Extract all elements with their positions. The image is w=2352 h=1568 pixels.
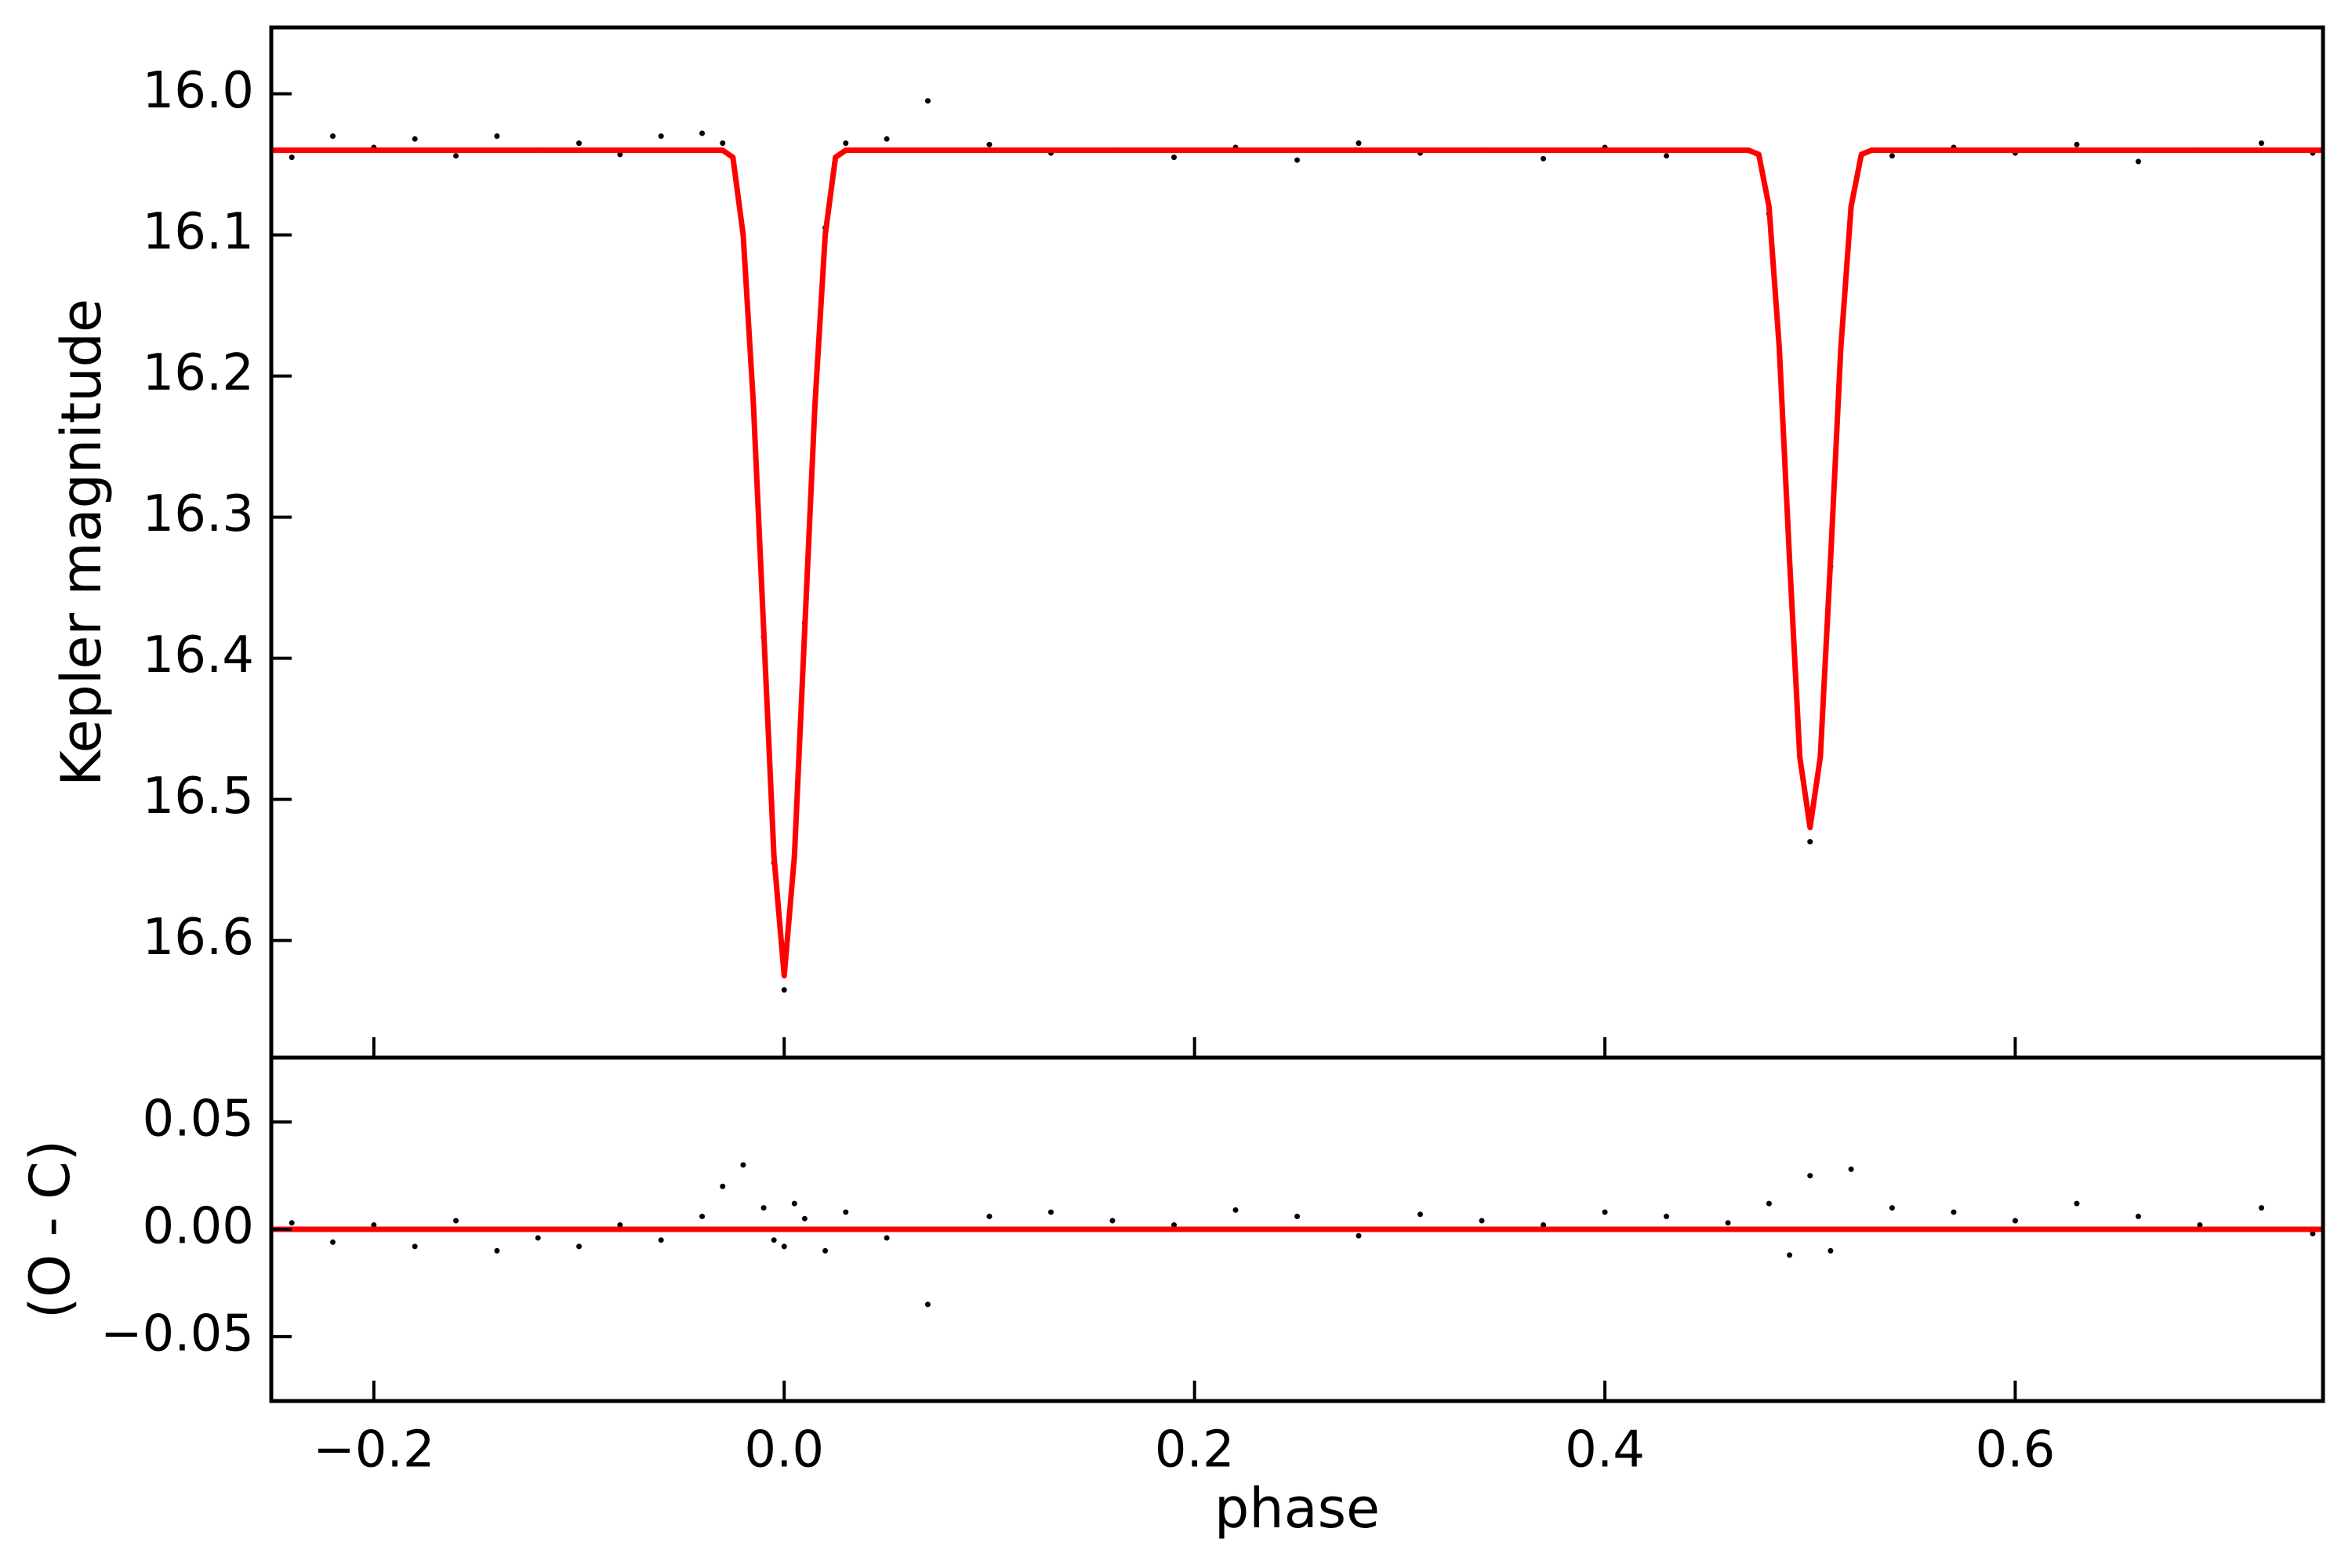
data-point	[2197, 1222, 2203, 1229]
data-point	[884, 136, 890, 142]
data-point	[1541, 155, 1547, 162]
data-point	[801, 1215, 808, 1221]
y-tick-label: 0.00	[143, 1198, 255, 1256]
data-point	[1602, 1209, 1608, 1215]
data-point	[1889, 153, 1895, 159]
data-point	[289, 154, 295, 161]
y-tick-label: 16.1	[143, 203, 255, 261]
data-point	[576, 140, 583, 147]
data-point	[1109, 1218, 1116, 1224]
x-tick-label: 0.6	[1976, 1421, 2056, 1479]
data-point	[617, 1222, 623, 1229]
data-point	[760, 1205, 767, 1211]
data-point	[781, 1243, 787, 1250]
data-point	[1766, 1200, 1772, 1207]
model-curve	[271, 147, 2323, 979]
data-point	[1951, 1209, 1957, 1215]
data-point	[1417, 1211, 1424, 1218]
data-point	[822, 1247, 829, 1254]
data-point	[453, 1218, 459, 1224]
y-tick-label: 16.0	[143, 62, 255, 120]
data-point	[2310, 1230, 2316, 1236]
data-point	[494, 133, 500, 140]
data-point	[494, 1247, 500, 1254]
y-axis-label: (O - C)	[18, 1140, 82, 1319]
data-point	[453, 153, 459, 159]
data-point	[1541, 1222, 1547, 1229]
y-axis-label: Kepler magnitude	[49, 299, 114, 786]
data-point	[1356, 140, 1362, 147]
data-point	[1294, 157, 1300, 163]
y-tick-label: 16.2	[143, 344, 255, 402]
data-point	[791, 1200, 797, 1207]
axes-frame	[269, 25, 2325, 1060]
data-point	[1828, 1247, 1834, 1254]
data-point	[843, 140, 849, 147]
data-point	[412, 136, 418, 142]
data-point	[1294, 1214, 1300, 1220]
data-point	[2258, 140, 2264, 147]
data-point	[330, 133, 336, 140]
data-point	[720, 1183, 726, 1189]
data-point	[617, 151, 623, 158]
data-point	[2012, 1218, 2018, 1224]
data-point	[330, 1239, 336, 1245]
x-tick-label: 0.0	[744, 1421, 824, 1479]
data-point	[1479, 1218, 1485, 1224]
y-tick-label: 16.4	[143, 626, 255, 684]
data-point	[884, 1235, 890, 1241]
data-point	[924, 98, 931, 104]
data-point	[371, 1222, 377, 1229]
data-point	[576, 1243, 583, 1250]
x-tick-label: −0.2	[313, 1421, 434, 1479]
y-tick-label: 16.6	[143, 909, 255, 967]
y-tick-label: 16.3	[143, 485, 255, 543]
data-point	[781, 987, 787, 993]
data-point	[986, 1214, 993, 1220]
data-point	[535, 1235, 541, 1241]
data-point	[720, 140, 726, 147]
x-tick-label: 0.2	[1155, 1421, 1235, 1479]
y-tick-label: −0.05	[100, 1305, 254, 1363]
data-point	[1664, 153, 1670, 159]
data-point	[1848, 1166, 1854, 1172]
data-point	[658, 133, 664, 140]
data-point	[1356, 1232, 1362, 1239]
data-point	[1807, 839, 1813, 845]
data-point	[658, 1237, 664, 1243]
data-point	[771, 1237, 777, 1243]
data-point	[843, 1209, 849, 1215]
x-axis-label: phase	[1214, 1476, 1380, 1541]
data-point	[2135, 158, 2141, 165]
data-point	[986, 141, 993, 147]
data-point	[2074, 141, 2080, 147]
data-point	[699, 130, 706, 136]
data-point	[1664, 1214, 1670, 1220]
y-tick-label: 16.5	[143, 768, 255, 826]
data-point	[1171, 154, 1177, 161]
data-point	[2074, 1200, 2080, 1207]
data-point	[699, 1214, 706, 1220]
data-point	[1171, 1222, 1177, 1229]
x-tick-label: 0.4	[1565, 1421, 1645, 1479]
data-point	[1787, 1252, 1793, 1258]
data-point	[1047, 1209, 1054, 1215]
data-point	[1725, 1220, 1731, 1226]
data-point	[289, 1220, 295, 1226]
data-point	[924, 1301, 931, 1308]
data-point	[412, 1243, 418, 1250]
data-point	[2258, 1205, 2264, 1211]
data-point	[1889, 1205, 1895, 1211]
data-point	[740, 1162, 746, 1168]
data-point	[1232, 1207, 1239, 1213]
data-point	[2135, 1214, 2141, 1220]
y-tick-label: 0.05	[143, 1091, 255, 1149]
data-point	[1807, 1173, 1813, 1179]
